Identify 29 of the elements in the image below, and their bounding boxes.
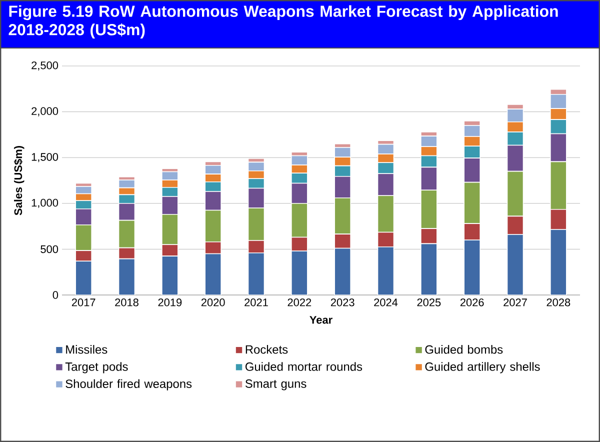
y-tick-label: 2,000 [32,107,58,116]
legend-label: Guided artillery shells [425,362,540,374]
x-tick-label: 2017 [72,298,96,306]
legend-label: Guided mortar rounds [246,362,362,371]
x-tick-label: 2024 [374,298,398,306]
y-tick-label: 1,500 [32,153,58,162]
x-tick-label: 2018 [115,298,138,306]
legend-label: Target pods [65,362,128,374]
x-tick-label: 2027 [504,298,527,306]
x-tick-label: 2025 [417,298,441,306]
y-tick-label: 0 [52,291,58,299]
y-tick-label: 500 [40,245,58,254]
y-axis-title: Sales (US$m) [14,146,24,216]
y-tick-label: 1,000 [32,198,58,208]
legend-label: Rockets [246,344,288,354]
x-tick-label: 2022 [288,298,312,306]
x-tick-label: 2021 [244,298,268,306]
x-tick-label: 2019 [158,298,182,306]
legend-label: Shoulder fired weapons [66,379,192,390]
legend-label: Missiles [66,344,108,354]
chart-title: Figure 5.19 RoW Autonomous Weapons Market Forecast by Application 2018-2028 (US$m) [8,5,558,38]
x-tick-label: 2026 [460,298,484,306]
x-tick-label: 2028 [546,298,570,306]
legend-label: Guided bombs [425,344,503,354]
x-axis-title: Year [310,316,332,324]
legend-label: Smart guns [245,379,306,390]
x-tick-label: 2023 [330,298,354,306]
x-tick-label: 2020 [201,298,225,306]
y-tick-label: 2,500 [32,61,58,71]
